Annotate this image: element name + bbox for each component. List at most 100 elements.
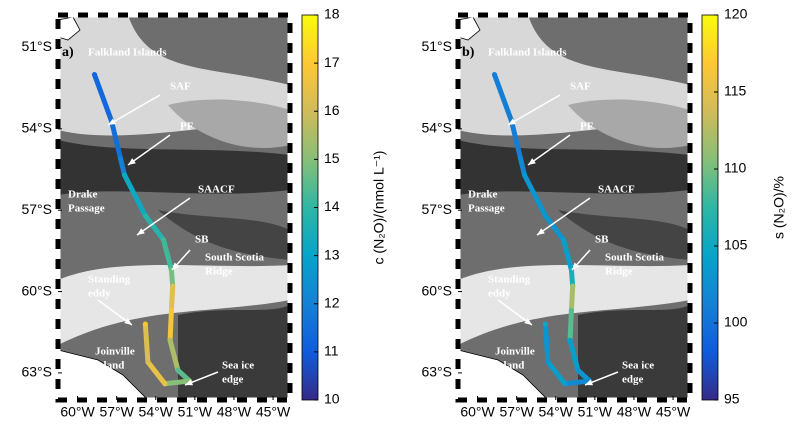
deep	[458, 140, 690, 195]
track-segment	[142, 213, 167, 243]
track-segment	[108, 118, 124, 162]
track-point	[175, 367, 181, 373]
arrow-head	[508, 118, 516, 125]
arrow-head	[524, 318, 532, 325]
track-segment	[567, 337, 581, 373]
colorbar-tick-label: 13	[324, 246, 340, 262]
track-segment	[168, 267, 176, 289]
x-tick-label: 45°W	[656, 404, 691, 420]
colorbar-tick-label: 120	[724, 6, 748, 22]
annotation: Passage	[68, 203, 105, 215]
track-segment	[518, 156, 527, 178]
x-tick-label: 45°W	[256, 404, 291, 420]
x-tick-label: 48°W	[217, 404, 252, 420]
deep	[558, 210, 690, 260]
arrow-head	[137, 228, 145, 235]
annotation: SAACF	[198, 184, 235, 196]
colorbar	[701, 14, 719, 401]
annotation: Island	[495, 360, 524, 372]
arrow-head	[172, 262, 180, 270]
colorbar-tick-label: 105	[724, 237, 748, 253]
annotation: Drake	[68, 189, 97, 201]
annotation: Sea ice	[622, 360, 654, 372]
y-tick-label: 57°S	[421, 201, 452, 217]
x-tick-label: 54°W	[139, 404, 174, 420]
track-point	[142, 213, 148, 219]
y-tick-label: 57°S	[21, 201, 52, 217]
track-segment	[508, 118, 524, 162]
colorbar-tick-label: 16	[324, 102, 340, 118]
annotation: SB	[595, 234, 609, 246]
track-point	[142, 321, 148, 327]
colorbar-tick-label: 12	[324, 294, 340, 310]
x-tick-label: 48°W	[617, 404, 652, 420]
frame-dash	[55, 12, 293, 403]
y-tick-label: 54°S	[21, 120, 52, 136]
x-tick-label: 51°W	[178, 404, 213, 420]
y-tick-label: 63°S	[421, 364, 452, 380]
track-point	[545, 359, 551, 365]
x-tick-label: 54°W	[539, 404, 574, 420]
arrow-head	[585, 379, 593, 386]
colorbar-tick-label: 100	[724, 314, 748, 330]
track-point	[542, 213, 548, 219]
y-tick-label: 54°S	[421, 120, 452, 136]
annotation: SAACF	[598, 184, 635, 196]
track-point	[567, 337, 573, 343]
track-point	[167, 337, 173, 343]
ridge	[568, 99, 690, 149]
track-segment	[562, 378, 593, 387]
land	[458, 349, 549, 400]
track-segment	[568, 267, 576, 289]
annotation: South Scotia	[205, 252, 264, 264]
track-segment	[167, 308, 174, 343]
arrow	[136, 197, 191, 236]
track-point	[118, 156, 124, 162]
annotation: Falkland Islands	[488, 47, 567, 59]
arrow-head	[128, 158, 136, 165]
y-tick-label: 63°S	[21, 364, 52, 380]
annotation: PF	[180, 121, 194, 133]
annotation: Joinville	[95, 346, 135, 358]
track-segment	[521, 172, 548, 219]
arrow-head	[185, 379, 193, 386]
weddell	[178, 305, 290, 400]
annotation: eddy	[488, 288, 511, 300]
y-tick-label: 60°S	[421, 282, 452, 298]
track-segment	[542, 213, 567, 243]
track-segment	[91, 72, 114, 124]
annotation: Standing	[488, 274, 531, 286]
annotation: Ridge	[605, 266, 633, 278]
land	[58, 349, 149, 400]
x-tick-label: 57°W	[499, 404, 534, 420]
track-point	[168, 308, 174, 314]
annotation: Ridge	[205, 266, 233, 278]
track-point	[562, 381, 568, 387]
panel-label: a)	[62, 45, 74, 60]
map-panel: 51°S 54°S 57°S 60°S 63°S 60°W 57°W 54°W 51°W 48°W…	[421, 6, 786, 420]
track-segment	[161, 237, 174, 273]
annotation: edge	[222, 374, 244, 386]
map-panel: 51°S 54°S 57°S 60°S 63°S 60°W 57°W 54°W 51°W 48°W…	[21, 6, 386, 420]
panel-label: b)	[462, 45, 475, 60]
arrow-head	[124, 318, 132, 325]
annotation: Joinville	[495, 346, 535, 358]
colorbar-tick-label: 15	[324, 150, 340, 166]
track-point	[121, 172, 127, 178]
colorbar-tick-label: 115	[724, 83, 747, 99]
bathymetry	[58, 15, 290, 400]
annotation: eddy	[88, 288, 111, 300]
track-segment	[542, 321, 551, 365]
track-point	[521, 172, 527, 178]
ridge	[168, 99, 290, 149]
colorbar-tick-label: 18	[324, 6, 340, 22]
x-tick-label: 60°W	[460, 404, 495, 420]
track-segment	[491, 72, 514, 124]
bathymetry	[458, 15, 690, 400]
track-point	[542, 321, 548, 327]
track-point	[575, 367, 581, 373]
y-tick-label: 51°S	[21, 38, 52, 54]
colorbar-label: c (N₂O)/(nmol L⁻¹)	[371, 151, 387, 265]
x-tick-label: 51°W	[578, 404, 613, 420]
annotation: Falkland Islands	[88, 47, 167, 59]
